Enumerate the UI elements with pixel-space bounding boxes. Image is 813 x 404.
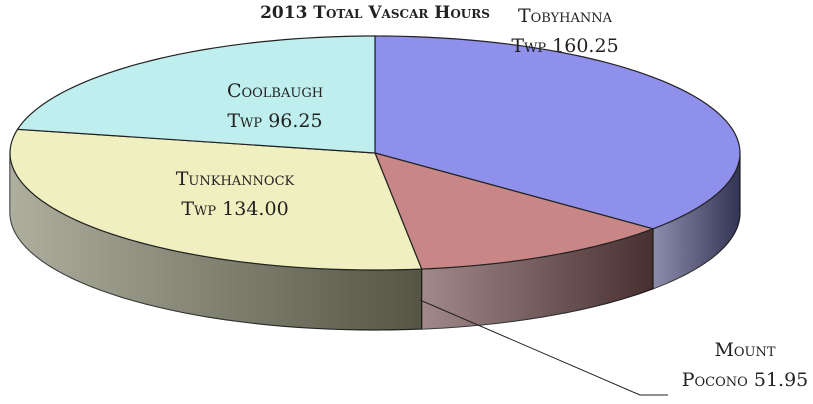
- category-label: Twp: [511, 35, 552, 57]
- pie-tops: [9, 35, 741, 271]
- category-label: Mount: [714, 339, 775, 361]
- value-label: 96.25: [268, 110, 322, 132]
- category-label: Tunkhannock: [176, 168, 295, 190]
- labels: Tobyhanna Twp 160.25 Mount Pocono 51.95 Tunk…: [176, 5, 809, 391]
- pie-slice: [374, 35, 741, 230]
- pie-slice: [9, 128, 423, 271]
- category-label: Tobyhanna: [518, 5, 613, 27]
- data-label: Coolbaugh Twp 96.25: [227, 80, 323, 132]
- pie-side-shade: [421, 228, 654, 330]
- value-label: 51.95: [754, 369, 808, 391]
- category-label: Twp: [227, 110, 268, 132]
- pie-sides: [9, 152, 741, 331]
- category-label: Twp: [181, 198, 222, 220]
- chart-title: 2013 Total Vascar Hours: [260, 3, 490, 23]
- category-label: Coolbaugh: [227, 80, 323, 102]
- data-label: Tunkhannock Twp 134.00: [176, 168, 295, 220]
- data-label: Mount Pocono 51.95: [682, 339, 809, 391]
- pie-side-shade: [653, 153, 740, 289]
- category-label: Pocono: [682, 369, 754, 391]
- value-label: 160.25: [552, 35, 618, 57]
- data-label: Tobyhanna Twp 160.25: [511, 5, 618, 57]
- pie-slice: [373, 152, 655, 270]
- pie-side-shade: [10, 153, 422, 330]
- value-label: 134.00: [222, 198, 288, 220]
- pie-slice: [16, 35, 376, 154]
- leader-line: [419, 299, 668, 396]
